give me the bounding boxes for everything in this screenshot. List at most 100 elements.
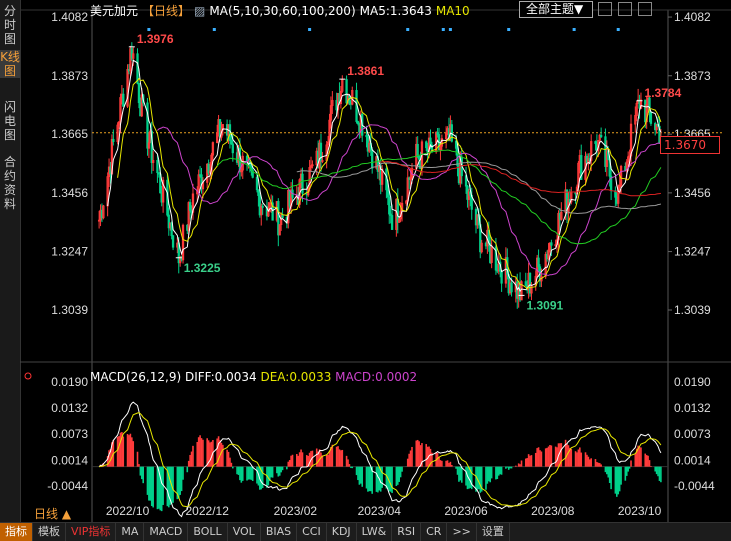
candle-body[interactable] [480, 242, 483, 253]
candle-body[interactable] [240, 169, 243, 173]
candle-body[interactable] [280, 214, 283, 225]
candle-body[interactable] [649, 111, 653, 124]
candle-body[interactable] [207, 163, 210, 174]
candle-body[interactable] [132, 53, 135, 59]
candle-body[interactable] [494, 246, 498, 271]
candle-body[interactable] [147, 142, 151, 149]
tab-contract[interactable]: 合约资料 [0, 155, 20, 211]
candle-body[interactable] [429, 137, 432, 146]
candle-body[interactable] [490, 246, 493, 263]
bottom-tab-7[interactable]: BIAS [261, 523, 298, 541]
bottom-tab-11[interactable]: RSI [392, 523, 422, 541]
bottom-tab-5[interactable]: BOLL [188, 523, 228, 541]
candle-body[interactable] [547, 249, 550, 260]
candle-body[interactable] [450, 124, 453, 142]
candle-body[interactable] [409, 177, 412, 180]
macd-label[interactable]: MACD(26,12,9) [90, 370, 182, 384]
candle-body[interactable] [326, 141, 330, 146]
theme-button[interactable]: 全部主题▼ [519, 1, 593, 18]
candle-body[interactable] [277, 201, 280, 236]
candle-body[interactable] [117, 121, 121, 126]
candle-body[interactable] [356, 121, 360, 124]
candle-body[interactable] [544, 254, 547, 277]
bottom-tab-3[interactable]: MA [116, 523, 145, 541]
candle-body[interactable] [548, 242, 552, 251]
candle-body[interactable] [309, 165, 313, 168]
candle-body[interactable] [271, 202, 274, 221]
candle-body[interactable] [617, 186, 620, 204]
restore-icon[interactable] [618, 2, 632, 16]
bottom-tab-9[interactable]: KDJ [327, 523, 357, 541]
close-icon[interactable] [638, 2, 652, 16]
candle-body[interactable] [398, 218, 401, 223]
period-label[interactable]: 日线 ▲ [34, 507, 72, 521]
candle-body[interactable] [560, 212, 563, 220]
candle-body[interactable] [386, 189, 389, 198]
candle-body[interactable] [371, 149, 374, 169]
candle-body[interactable] [260, 205, 263, 216]
candle-body[interactable] [278, 224, 281, 236]
candle-body[interactable] [140, 94, 143, 117]
candle-body[interactable] [251, 170, 254, 178]
candle-body[interactable] [329, 105, 333, 121]
candle-body[interactable] [655, 124, 658, 131]
candle-body[interactable] [331, 100, 334, 106]
candle-body[interactable] [390, 215, 394, 230]
event-marker[interactable] [448, 28, 452, 31]
candle-body[interactable] [181, 224, 185, 261]
event-marker[interactable] [572, 28, 576, 31]
candle-body[interactable] [600, 134, 603, 138]
candle-body[interactable] [255, 176, 259, 191]
event-marker[interactable] [212, 28, 216, 31]
candle-body[interactable] [598, 134, 601, 141]
candle-body[interactable] [311, 164, 314, 167]
candle-body[interactable] [648, 97, 651, 113]
period-tag[interactable]: 【日线】 [142, 4, 191, 18]
candle-body[interactable] [146, 102, 149, 149]
candle-body[interactable] [635, 103, 638, 116]
candle-body[interactable] [405, 200, 408, 204]
candle-body[interactable] [191, 193, 195, 213]
event-marker[interactable] [406, 28, 410, 31]
candle-body[interactable] [345, 79, 348, 104]
candle-body[interactable] [417, 156, 421, 160]
event-marker[interactable] [147, 28, 151, 31]
candle-body[interactable] [188, 202, 192, 211]
candle-body[interactable] [170, 222, 173, 237]
ma-label[interactable]: MA(5,10,30,60,100,200) [209, 4, 356, 18]
candle-body[interactable] [301, 173, 304, 194]
candle-body[interactable] [321, 160, 324, 162]
candle-body[interactable] [129, 48, 132, 72]
candle-body[interactable] [122, 93, 125, 107]
candle-body[interactable] [187, 202, 190, 231]
candle-body[interactable] [594, 141, 597, 144]
candle-body[interactable] [550, 242, 553, 246]
candle-body[interactable] [97, 219, 101, 222]
candle-body[interactable] [171, 235, 175, 248]
bottom-tab-10[interactable]: LW& [357, 523, 393, 541]
minimize-icon[interactable] [598, 2, 612, 16]
candle-body[interactable] [136, 53, 139, 84]
candle-body[interactable] [258, 195, 261, 216]
candle-body[interactable] [157, 172, 160, 175]
candle-body[interactable] [500, 270, 503, 284]
candle-body[interactable] [161, 179, 165, 203]
macd-settings-icon[interactable] [24, 372, 32, 380]
tab-timeshare[interactable]: 分时图 [0, 4, 20, 46]
chart-icon[interactable]: ▨ [194, 4, 206, 18]
candle-body[interactable] [590, 141, 593, 161]
bottom-tab-12[interactable]: CR [421, 523, 448, 541]
candle-body[interactable] [416, 143, 419, 157]
candle-body[interactable] [200, 174, 203, 190]
bottom-tab-1[interactable]: 模板 [33, 523, 66, 541]
candle-body[interactable] [627, 156, 630, 163]
candle-body[interactable] [287, 189, 290, 224]
candle-body[interactable] [102, 205, 105, 219]
tab-kline[interactable]: K线图 [0, 50, 20, 78]
candle-body[interactable] [211, 142, 215, 156]
candle-body[interactable] [112, 138, 115, 143]
tab-flash[interactable]: 闪电图 [0, 100, 20, 142]
bottom-tab-4[interactable]: MACD [144, 523, 189, 541]
candle-body[interactable] [567, 198, 570, 214]
